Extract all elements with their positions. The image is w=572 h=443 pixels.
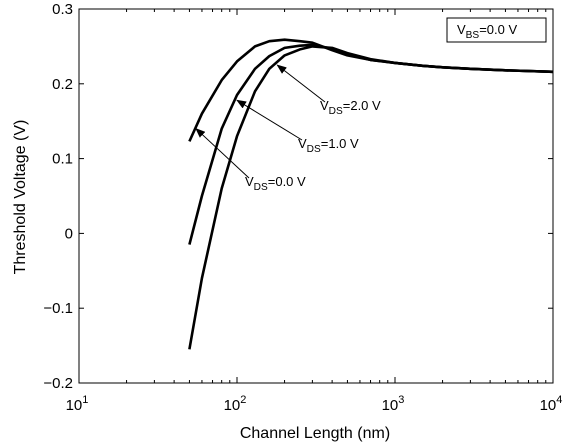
x-axis-label: Channel Length (nm) — [240, 425, 390, 442]
x-tick-label: 102 — [224, 394, 247, 414]
series-line-0 — [188, 38, 554, 142]
y-tick-label: 0 — [65, 225, 73, 242]
y-tick-label: 0.3 — [52, 1, 73, 18]
x-tick-label: 101 — [66, 394, 89, 414]
annotation-group: VDS=0.0 V VDS=1.0 V VDS=2.0 V VBS=0.0 V — [195, 17, 547, 193]
series-line-2 — [188, 45, 554, 350]
legend-box — [446, 17, 547, 43]
annotation-arrow-1 — [236, 99, 303, 141]
annotation-arrow-2 — [276, 64, 326, 103]
x-tick-label: 103 — [382, 394, 405, 414]
series-line-1 — [188, 43, 554, 245]
y-tick-label: 0.2 — [52, 76, 73, 93]
series-label-0: VDS=0.0 V — [245, 174, 306, 193]
annotation-arrow-0 — [195, 127, 250, 179]
series-label-2: VDS=2.0 V — [320, 98, 381, 117]
y-axis-label: Threshold Voltage (V) — [12, 120, 29, 275]
y-tick-label: 0.1 — [52, 151, 73, 168]
legend-label: VBS=0.0 V — [457, 22, 517, 41]
plot-area: −0.2 −0.1 0 0.1 0.2 0.3 101 102 103 104 — [43, 1, 562, 414]
y-tick-label: −0.2 — [43, 375, 73, 392]
x-tick-label: 104 — [540, 394, 563, 414]
series-group — [188, 38, 554, 350]
series-label-1: VDS=1.0 V — [298, 136, 359, 155]
y-tick-label: −0.1 — [43, 300, 73, 317]
plot-frame — [78, 8, 554, 384]
